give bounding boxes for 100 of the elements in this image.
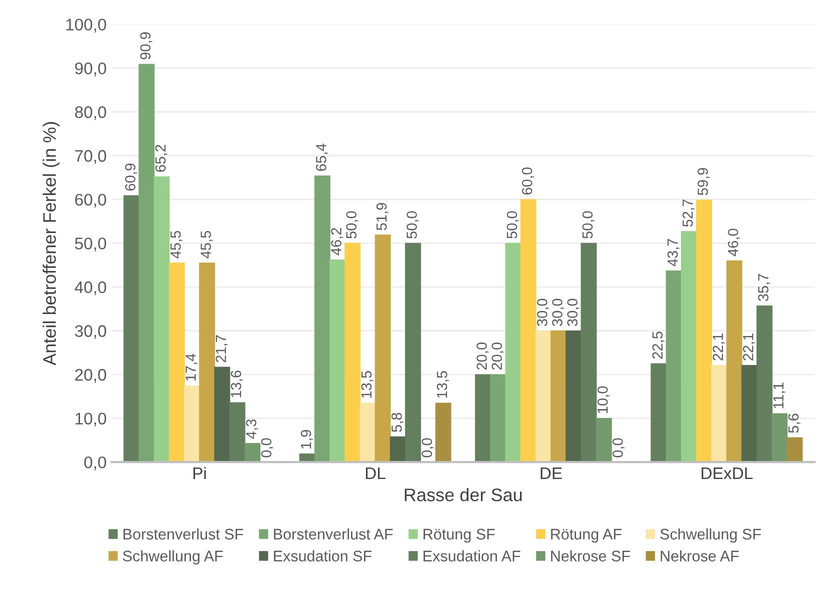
legend-label: Borstenverlust SF — [124, 528, 244, 540]
data-label: 30,0 — [552, 298, 564, 326]
y-tick-label: 90,0 — [75, 62, 106, 76]
data-label: 50,0 — [346, 211, 358, 238]
data-label: 22,5 — [652, 332, 664, 359]
bar — [535, 330, 552, 462]
bar — [244, 442, 260, 462]
data-label: 45,5 — [170, 230, 182, 258]
data-label: 13,6 — [230, 370, 243, 398]
bar — [390, 436, 406, 462]
data-label: 0,0 — [261, 438, 274, 458]
data-label: 17,4 — [186, 354, 198, 381]
data-label: 60,9 — [125, 164, 138, 191]
data-label: 22,1 — [742, 333, 756, 360]
y-tick-label: 50,0 — [75, 238, 106, 252]
data-label: 65,2 — [155, 144, 168, 172]
data-label: 10,0 — [597, 386, 610, 414]
data-label: 5,8 — [392, 412, 404, 432]
bar — [505, 242, 522, 462]
y-tick-label: 10,0 — [76, 412, 106, 426]
data-label: 30,0 — [537, 298, 550, 326]
x-tick-label: Pi — [193, 466, 206, 480]
y-axis-title: Anteil betroffener Ferkel (in %) — [42, 122, 60, 366]
data-label: 20,0 — [476, 342, 489, 370]
legend-label: Schwellung AF — [122, 550, 223, 564]
data-label: 5,6 — [788, 414, 800, 433]
bar — [329, 260, 346, 462]
legend-label: Rötung SF — [424, 528, 495, 543]
bar — [168, 262, 185, 462]
bar — [772, 413, 788, 462]
y-tick-label: 20,0 — [75, 368, 106, 383]
data-label: 50,0 — [506, 211, 519, 238]
bar — [214, 366, 230, 462]
legend-label: Exsudation SF — [274, 550, 372, 562]
x-tick-label: DE — [540, 468, 562, 480]
data-label: 51,9 — [376, 203, 388, 230]
bar — [580, 242, 597, 462]
bar — [680, 231, 697, 462]
data-label: 20,0 — [492, 342, 504, 370]
data-label: 60,0 — [522, 167, 534, 195]
bar — [726, 260, 742, 462]
legend-label: Borstenverlust AF — [274, 528, 393, 540]
data-label: 45,5 — [200, 230, 213, 258]
legend-label: Exsudation AF — [424, 550, 520, 562]
bar — [520, 199, 536, 462]
bar — [199, 262, 216, 462]
y-tick-label: 40,0 — [74, 281, 106, 296]
legend-label: Nekrose SF — [551, 550, 630, 562]
data-label: 43,7 — [667, 238, 680, 266]
bar — [374, 234, 391, 462]
bar — [786, 437, 803, 462]
data-label: 11,1 — [773, 382, 786, 408]
data-label: 50,0 — [406, 211, 419, 238]
data-label: 13,5 — [436, 371, 449, 398]
bar — [124, 195, 140, 462]
data-label: 50,0 — [582, 211, 594, 238]
bar — [344, 242, 361, 462]
bar — [154, 176, 170, 462]
bar — [696, 200, 712, 462]
bar — [550, 330, 567, 462]
data-label: 46,2 — [331, 228, 344, 256]
data-label: 0,0 — [422, 438, 434, 458]
data-label: 1,9 — [300, 430, 313, 448]
data-label: 22,1 — [712, 333, 725, 360]
legend-label: Nekrose AF — [660, 550, 739, 562]
bar — [138, 64, 155, 462]
data-label: 13,5 — [361, 371, 374, 398]
bar — [435, 402, 452, 462]
x-tick-label: DExDL — [702, 468, 753, 480]
data-label: 59,9 — [698, 168, 710, 196]
data-label: 21,7 — [216, 335, 228, 362]
y-tick-label: 30,0 — [74, 325, 106, 339]
bar — [666, 270, 682, 462]
bar — [474, 374, 491, 462]
data-label: 52,7 — [682, 200, 695, 227]
y-tick-label: 70,0 — [75, 150, 106, 164]
bar — [650, 363, 667, 462]
y-tick-label: 0,0 — [84, 456, 106, 470]
data-label: 0,0 — [612, 438, 625, 458]
bar — [741, 365, 758, 462]
x-tick-label: DL — [366, 468, 386, 480]
data-label: 4,3 — [246, 419, 258, 439]
legend-label: Schwellung SF — [660, 528, 761, 543]
bar — [360, 402, 376, 462]
bar — [490, 374, 506, 462]
data-label: 30,0 — [567, 298, 580, 326]
x-axis-title: Rasse der Sau — [404, 488, 522, 502]
bar — [229, 402, 246, 462]
legend-label: Rötung AF — [551, 528, 622, 543]
bar — [405, 242, 422, 462]
y-tick-label: 100,0 — [66, 18, 106, 32]
bar — [566, 330, 582, 462]
data-label: 35,7 — [758, 274, 770, 302]
bar — [184, 386, 200, 462]
data-label: 90,9 — [140, 32, 152, 60]
y-tick-label: 80,0 — [75, 106, 106, 120]
data-label: 65,4 — [316, 144, 328, 171]
bar — [314, 176, 330, 462]
bar — [711, 365, 728, 462]
data-label: 46,0 — [728, 228, 740, 256]
